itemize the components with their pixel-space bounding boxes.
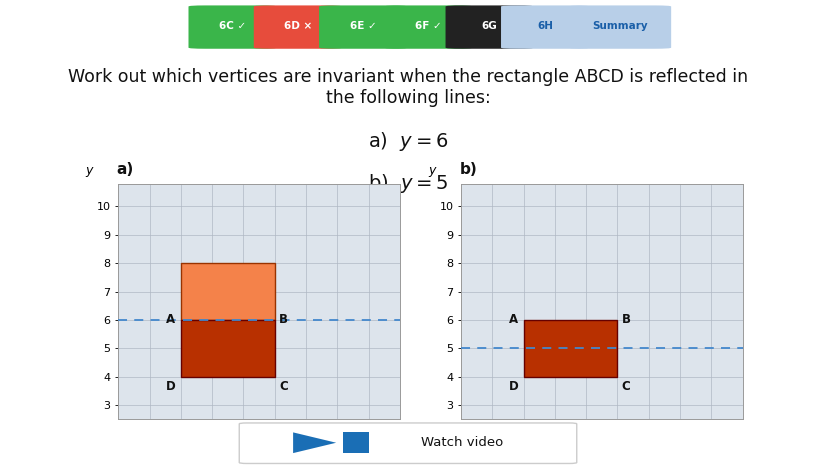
Polygon shape bbox=[293, 432, 336, 453]
Text: A: A bbox=[509, 313, 518, 326]
FancyBboxPatch shape bbox=[319, 5, 407, 49]
Text: a)  $y = 6$: a) $y = 6$ bbox=[368, 130, 448, 153]
Y-axis label: $y$: $y$ bbox=[85, 165, 95, 179]
Text: 6H: 6H bbox=[537, 21, 553, 31]
FancyBboxPatch shape bbox=[188, 5, 277, 49]
Text: B: B bbox=[279, 313, 288, 326]
Text: b)  $y = 5$: b) $y = 5$ bbox=[368, 172, 448, 195]
FancyBboxPatch shape bbox=[344, 432, 369, 453]
Text: b): b) bbox=[459, 162, 477, 177]
Text: C: C bbox=[622, 380, 631, 393]
Text: Watch video: Watch video bbox=[421, 436, 503, 449]
Text: 6C ✓: 6C ✓ bbox=[219, 21, 246, 31]
Text: Work out which vertices are invariant when the rectangle ABCD is reflected in
th: Work out which vertices are invariant wh… bbox=[68, 68, 748, 107]
FancyBboxPatch shape bbox=[239, 423, 577, 463]
Text: 6F ✓: 6F ✓ bbox=[415, 21, 441, 31]
Text: D: D bbox=[508, 380, 518, 393]
Text: Summary: Summary bbox=[592, 21, 648, 31]
Bar bbox=[524, 320, 618, 377]
Text: 19,829 XP  Jam: 19,829 XP Jam bbox=[712, 19, 792, 29]
FancyBboxPatch shape bbox=[501, 5, 589, 49]
Text: C: C bbox=[279, 380, 288, 393]
Text: 6G: 6G bbox=[481, 21, 498, 31]
Text: D: D bbox=[166, 380, 175, 393]
Text: 6E ✓: 6E ✓ bbox=[350, 21, 376, 31]
Bar bbox=[181, 263, 275, 320]
Text: A: A bbox=[166, 313, 175, 326]
Text: 6D ×: 6D × bbox=[284, 21, 312, 31]
Text: B: B bbox=[622, 313, 631, 326]
Y-axis label: $y$: $y$ bbox=[428, 165, 438, 179]
FancyBboxPatch shape bbox=[384, 5, 472, 49]
FancyBboxPatch shape bbox=[254, 5, 342, 49]
Bar bbox=[181, 320, 275, 377]
FancyBboxPatch shape bbox=[569, 5, 671, 49]
FancyBboxPatch shape bbox=[446, 5, 534, 49]
Text: a): a) bbox=[117, 162, 134, 177]
